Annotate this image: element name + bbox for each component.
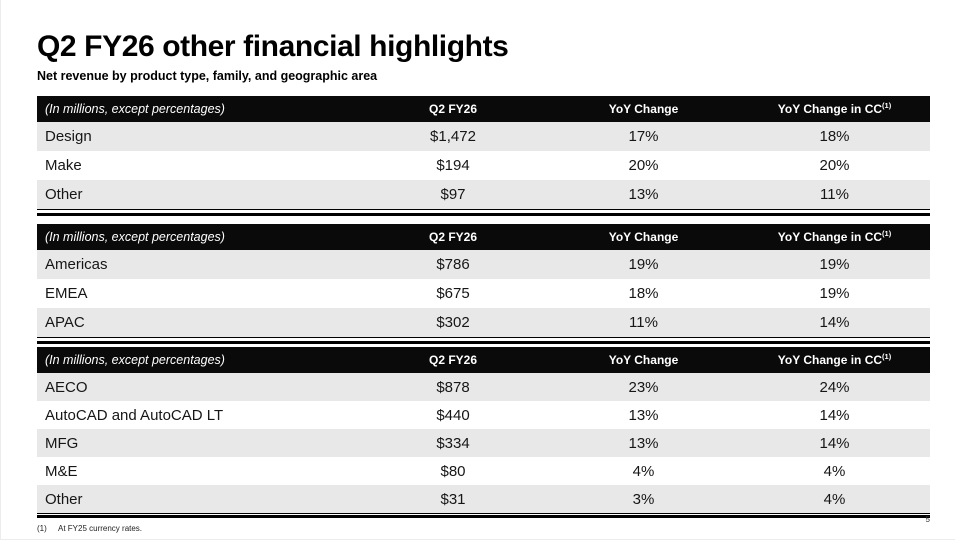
- yoy-change-cc-value: 4%: [739, 457, 930, 485]
- row-label: EMEA: [37, 279, 358, 308]
- col-header-q2fy26: Q2 FY26: [358, 347, 548, 373]
- row-label: APAC: [37, 308, 358, 338]
- yoy-change-cc-value: 14%: [739, 308, 930, 338]
- table-row: Americas $786 19% 19%: [37, 250, 930, 279]
- table-row: EMEA $675 18% 19%: [37, 279, 930, 308]
- col-header-yoy-change-cc: YoY Change in CC(1): [739, 224, 930, 250]
- col-header-yoy-change: YoY Change: [548, 96, 739, 122]
- footnote-ref-superscript: (1): [882, 229, 892, 238]
- table-row: Other $97 13% 11%: [37, 180, 930, 210]
- table-header-row: (In millions, except percentages) Q2 FY2…: [37, 347, 930, 373]
- yoy-change-value: 13%: [548, 180, 739, 210]
- col-header-yoy-change-cc-label: YoY Change in CC: [777, 102, 883, 116]
- table-row: APAC $302 11% 14%: [37, 308, 930, 338]
- col-header-yoy-change-cc-label: YoY Change in CC: [777, 353, 883, 367]
- table-row: AECO $878 23% 24%: [37, 373, 930, 401]
- table-row: AutoCAD and AutoCAD LT $440 13% 14%: [37, 401, 930, 429]
- footnote-ref-superscript: (1): [882, 352, 892, 361]
- q2fy26-value: $31: [358, 485, 548, 514]
- row-label: Other: [37, 180, 358, 210]
- yoy-change-value: 19%: [548, 250, 739, 279]
- table-bottom-rule: [37, 213, 930, 216]
- net-revenue-by-product-family-table: (In millions, except percentages) Q2 FY2…: [37, 347, 930, 514]
- col-header-q2fy26: Q2 FY26: [358, 224, 548, 250]
- yoy-change-cc-value: 19%: [739, 250, 930, 279]
- q2fy26-value: $302: [358, 308, 548, 338]
- q2fy26-value: $97: [358, 180, 548, 210]
- row-label: M&E: [37, 457, 358, 485]
- q2fy26-value: $440: [358, 401, 548, 429]
- col-header-q2fy26: Q2 FY26: [358, 96, 548, 122]
- yoy-change-cc-value: 14%: [739, 401, 930, 429]
- col-header-yoy-change: YoY Change: [548, 224, 739, 250]
- yoy-change-value: 13%: [548, 401, 739, 429]
- yoy-change-value: 11%: [548, 308, 739, 338]
- footnote-text: At FY25 currency rates.: [58, 524, 143, 533]
- footnote-ref-superscript: (1): [882, 101, 892, 110]
- yoy-change-value: 20%: [548, 151, 739, 180]
- yoy-change-value: 17%: [548, 122, 739, 151]
- table-row: M&E $80 4% 4%: [37, 457, 930, 485]
- q2fy26-value: $786: [358, 250, 548, 279]
- q2fy26-value: $80: [358, 457, 548, 485]
- row-label: Americas: [37, 250, 358, 279]
- col-header-yoy-change-cc: YoY Change in CC(1): [739, 96, 930, 122]
- table-bottom-rule: [37, 341, 930, 344]
- row-label: Design: [37, 122, 358, 151]
- table-bottom-rule: [37, 515, 930, 518]
- col-header-in-millions: (In millions, except percentages): [37, 224, 358, 250]
- yoy-change-cc-value: 24%: [739, 373, 930, 401]
- yoy-change-cc-value: 19%: [739, 279, 930, 308]
- row-label: Make: [37, 151, 358, 180]
- col-header-yoy-change: YoY Change: [548, 347, 739, 373]
- table-header-row: (In millions, except percentages) Q2 FY2…: [37, 224, 930, 250]
- table-row: Other $31 3% 4%: [37, 485, 930, 514]
- col-header-in-millions: (In millions, except percentages): [37, 347, 358, 373]
- table-row: Make $194 20% 20%: [37, 151, 930, 180]
- table-row: MFG $334 13% 14%: [37, 429, 930, 457]
- page-subtitle: Net revenue by product type, family, and…: [37, 69, 378, 83]
- row-label: AECO: [37, 373, 358, 401]
- col-header-yoy-change-cc: YoY Change in CC(1): [739, 347, 930, 373]
- col-header-in-millions: (In millions, except percentages): [37, 96, 358, 122]
- footnote: (1) At FY25 currency rates.: [37, 524, 142, 533]
- yoy-change-value: 4%: [548, 457, 739, 485]
- yoy-change-cc-value: 20%: [739, 151, 930, 180]
- net-revenue-by-product-type-table: (In millions, except percentages) Q2 FY2…: [37, 96, 930, 210]
- yoy-change-value: 13%: [548, 429, 739, 457]
- q2fy26-value: $675: [358, 279, 548, 308]
- yoy-change-cc-value: 4%: [739, 485, 930, 514]
- footnote-marker: (1): [37, 524, 47, 533]
- row-label: MFG: [37, 429, 358, 457]
- table-row: Design $1,472 17% 18%: [37, 122, 930, 151]
- net-revenue-by-geographic-area-table: (In millions, except percentages) Q2 FY2…: [37, 224, 930, 338]
- product-family-table-section: (In millions, except percentages) Q2 FY2…: [37, 347, 930, 518]
- geographic-area-table-section: (In millions, except percentages) Q2 FY2…: [37, 224, 930, 344]
- yoy-change-cc-value: 14%: [739, 429, 930, 457]
- yoy-change-cc-value: 11%: [739, 180, 930, 210]
- page-number: 5: [925, 515, 930, 524]
- q2fy26-value: $334: [358, 429, 548, 457]
- yoy-change-value: 3%: [548, 485, 739, 514]
- row-label: AutoCAD and AutoCAD LT: [37, 401, 358, 429]
- page-title: Q2 FY26 other financial highlights: [37, 30, 509, 63]
- row-label: Other: [37, 485, 358, 514]
- q2fy26-value: $1,472: [358, 122, 548, 151]
- table-header-row: (In millions, except percentages) Q2 FY2…: [37, 96, 930, 122]
- yoy-change-value: 18%: [548, 279, 739, 308]
- col-header-yoy-change-cc-label: YoY Change in CC: [777, 230, 883, 244]
- product-type-table-section: (In millions, except percentages) Q2 FY2…: [37, 96, 930, 216]
- yoy-change-value: 23%: [548, 373, 739, 401]
- q2fy26-value: $194: [358, 151, 548, 180]
- yoy-change-cc-value: 18%: [739, 122, 930, 151]
- q2fy26-value: $878: [358, 373, 548, 401]
